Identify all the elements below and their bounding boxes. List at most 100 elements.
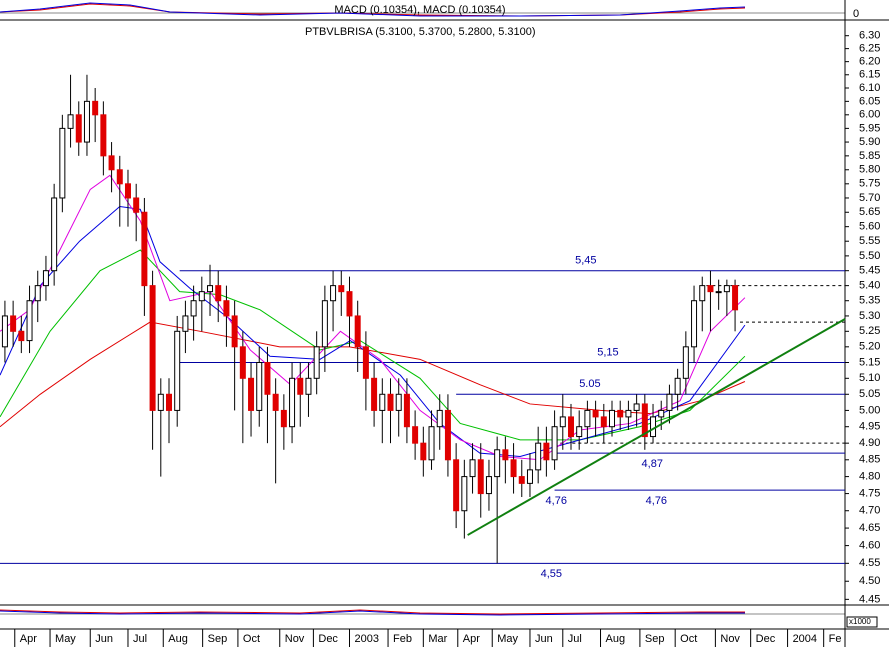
y-tick-label: 5.00: [859, 404, 880, 416]
candle-body: [100, 114, 107, 157]
level-label: 4,87: [642, 458, 663, 470]
candle-body: [149, 285, 156, 411]
x-tick-label: Apr: [463, 633, 480, 645]
trendline: [467, 318, 846, 536]
y-tick-label: 4.70: [859, 505, 880, 517]
candle-body: [617, 409, 624, 418]
candle-body: [305, 377, 312, 395]
x-tick-label: Jun: [95, 633, 113, 645]
candle-body: [297, 377, 304, 395]
candle-body: [75, 114, 82, 143]
candle-body: [387, 393, 394, 411]
y-tick-label: 6.20: [859, 56, 880, 68]
candle-body: [198, 291, 205, 302]
candle-body: [633, 403, 640, 411]
candle-body: [321, 300, 328, 348]
candle-body: [715, 291, 722, 294]
candle-body: [141, 211, 148, 287]
y-tick-label: 5.45: [859, 265, 880, 277]
x-tick-label: Sep: [208, 633, 228, 645]
candle-body: [354, 315, 361, 348]
candle-body: [518, 476, 525, 484]
y-tick-label: 5.40: [859, 280, 880, 292]
y-tick-label: 5.95: [859, 122, 880, 134]
y-tick-label: 4.90: [859, 437, 880, 449]
scale-box: [846, 616, 878, 628]
level-label: 4,76: [546, 495, 567, 507]
y-tick-label: 6.10: [859, 82, 880, 94]
candle-body: [362, 346, 369, 379]
candle-body: [444, 409, 451, 461]
y-tick-label: 6.05: [859, 95, 880, 107]
x-tick-label: Jul: [133, 633, 147, 645]
y-tick-label: 5.10: [859, 372, 880, 384]
y-tick-label: 5.75: [859, 178, 880, 190]
x-tick-label: Jun: [535, 633, 553, 645]
candle-body: [280, 409, 287, 428]
candle-body: [231, 315, 238, 348]
x-tick-label: 2003: [354, 633, 378, 645]
x-tick-label: Aug: [168, 633, 188, 645]
candle-body: [428, 426, 435, 461]
candle-body: [346, 291, 353, 317]
candle-body: [379, 393, 386, 411]
y-tick-label: 6.25: [859, 43, 880, 55]
candle-body: [453, 459, 460, 512]
x-tick-label: Sep: [645, 633, 665, 645]
candle-body: [338, 285, 345, 293]
candle-body: [403, 393, 410, 428]
candle-body: [395, 393, 402, 411]
candle-body: [34, 285, 41, 302]
annotation: 4,76: [646, 495, 667, 507]
y-tick-label: 5.70: [859, 192, 880, 204]
candle-body: [223, 300, 230, 317]
candle-body: [723, 285, 730, 293]
y-tick-label: 4.80: [859, 471, 880, 483]
level-label: 5.05: [579, 378, 600, 390]
candle-body: [412, 426, 419, 444]
y-tick-label: 6.00: [859, 109, 880, 121]
y-tick-label: 5.05: [859, 388, 880, 400]
x-tick-label: May: [55, 633, 76, 645]
y-tick-label: 4.95: [859, 421, 880, 433]
candle-body: [600, 416, 607, 428]
candle-body: [592, 409, 599, 418]
y-tick-label: 6.30: [859, 30, 880, 42]
x-tick-label: Mar: [428, 633, 447, 645]
candle-body: [469, 459, 476, 478]
level-label: 5,45: [575, 255, 596, 267]
candle-body: [477, 459, 484, 495]
candle-body: [543, 442, 550, 461]
candle-body: [436, 409, 443, 428]
candle-body: [264, 361, 271, 395]
y-tick-label: 5.55: [859, 235, 880, 247]
candle-body: [215, 285, 222, 302]
candle-body: [650, 416, 657, 438]
candle-body: [658, 409, 665, 418]
y-tick-label: 4.55: [859, 557, 880, 569]
y-tick-label: 4.50: [859, 575, 880, 587]
candle-body: [535, 442, 542, 471]
candle-body: [732, 285, 739, 311]
candle-body: [26, 300, 33, 342]
candle-body: [108, 155, 115, 171]
candle-body: [157, 393, 164, 411]
candle-body: [682, 346, 689, 379]
candle-body: [567, 416, 574, 438]
candle-body: [59, 127, 66, 199]
x-tick-label: Jul: [568, 633, 582, 645]
y-tick-label: 5.65: [859, 206, 880, 218]
x-tick-label: Oct: [680, 633, 697, 645]
x-tick-label: Dec: [318, 633, 338, 645]
y-tick-label: 5.50: [859, 250, 880, 262]
volume-line: [0, 610, 745, 616]
candle-body: [691, 300, 698, 348]
candle-body: [92, 100, 99, 116]
x-tick-label: 2004: [793, 633, 817, 645]
candle-body: [559, 416, 566, 428]
y-tick-label: 5.85: [859, 150, 880, 162]
x-tick-label: Fe: [829, 633, 842, 645]
volume-scale-label: x1000: [849, 617, 871, 626]
candle-body: [51, 197, 58, 272]
